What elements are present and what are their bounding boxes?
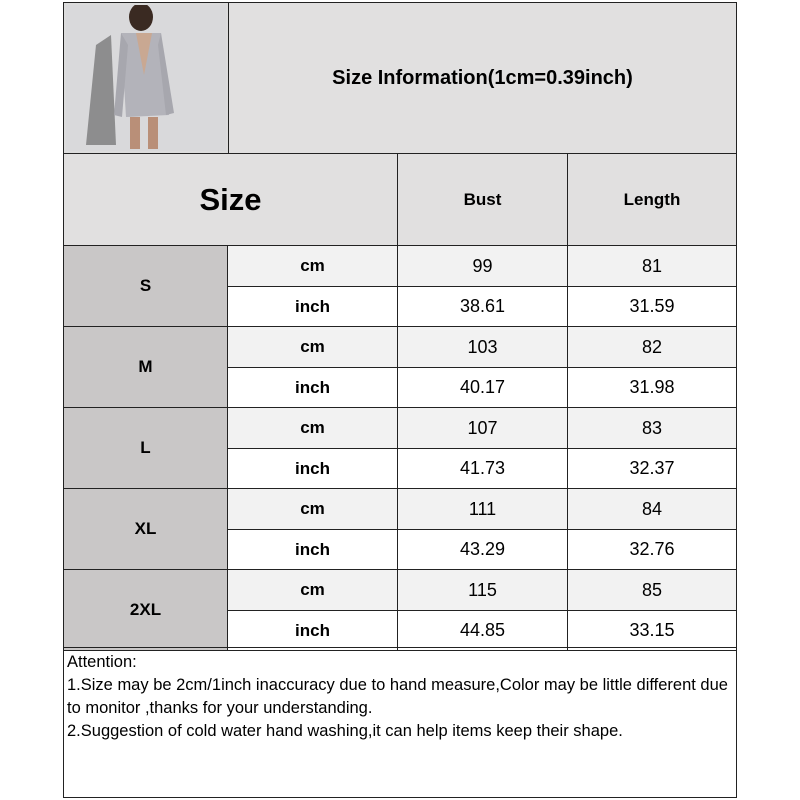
header-length: Length <box>567 153 737 246</box>
unit-cm: cm <box>227 407 398 449</box>
bust-inch: 43.29 <box>397 529 568 570</box>
size-label: M <box>63 326 228 408</box>
unit-cm: cm <box>227 245 398 287</box>
unit-inch: inch <box>227 286 398 327</box>
unit-cm: cm <box>227 488 398 530</box>
size-label: L <box>63 407 228 489</box>
length-cm: 81 <box>567 245 737 287</box>
length-cm: 83 <box>567 407 737 449</box>
bust-cm: 111 <box>397 488 568 530</box>
attention-notes: Attention: 1.Size may be 2cm/1inch inacc… <box>63 647 737 798</box>
bust-cm: 99 <box>397 245 568 287</box>
size-label: XL <box>63 488 228 570</box>
unit-cm: cm <box>227 569 398 611</box>
length-inch: 31.98 <box>567 367 737 408</box>
length-cm: 82 <box>567 326 737 368</box>
bust-inch: 38.61 <box>397 286 568 327</box>
notes-line-2: 2.Suggestion of cold water hand washing,… <box>67 722 623 740</box>
notes-line-1: 1.Size may be 2cm/1inch inaccuracy due t… <box>67 676 733 717</box>
bust-cm: 103 <box>397 326 568 368</box>
notes-heading: Attention: <box>67 653 137 671</box>
bust-inch: 44.85 <box>397 610 568 651</box>
unit-inch: inch <box>227 367 398 408</box>
length-inch: 33.15 <box>567 610 737 651</box>
length-inch: 31.59 <box>567 286 737 327</box>
length-cm: 84 <box>567 488 737 530</box>
size-label: 2XL <box>63 569 228 651</box>
length-cm: 85 <box>567 569 737 611</box>
bust-cm: 115 <box>397 569 568 611</box>
header-bust: Bust <box>397 153 568 246</box>
header-size: Size <box>63 153 398 246</box>
length-inch: 32.37 <box>567 448 737 489</box>
unit-inch: inch <box>227 529 398 570</box>
chart-title: Size Information(1cm=0.39inch) <box>228 2 737 154</box>
bust-cm: 107 <box>397 407 568 449</box>
size-label: S <box>63 245 228 327</box>
unit-inch: inch <box>227 448 398 489</box>
unit-cm: cm <box>227 326 398 368</box>
product-photo-figure <box>66 5 226 151</box>
bust-inch: 41.73 <box>397 448 568 489</box>
length-inch: 32.76 <box>567 529 737 570</box>
bust-inch: 40.17 <box>397 367 568 408</box>
unit-inch: inch <box>227 610 398 651</box>
product-photo <box>63 2 229 154</box>
